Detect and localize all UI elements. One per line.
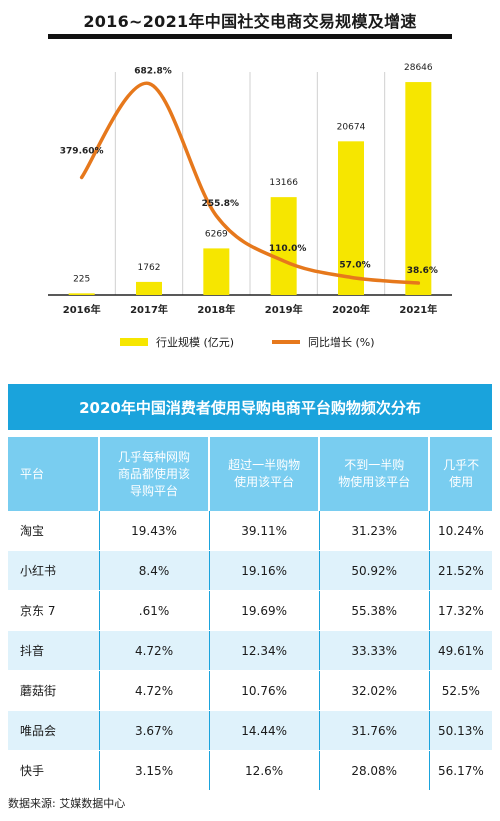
column-header: 平台 xyxy=(8,437,100,511)
table-body: 淘宝 19.43% 39.11% 31.23% 10.24% 小红书 8.4% 19.16% 5… xyxy=(8,511,492,791)
x-tick-label: 2017年 xyxy=(130,303,168,316)
platform-cell: 京东 7 xyxy=(8,590,100,631)
line-data-label: 379.60% xyxy=(60,146,104,156)
bar-data-label: 20674 xyxy=(337,122,366,132)
percent-cell: 10.76% xyxy=(209,670,320,711)
title-divider xyxy=(48,34,452,39)
platform-cell: 唯品会 xyxy=(8,710,100,751)
bar-data-label: 225 xyxy=(73,274,90,284)
percent-cell: 8.4% xyxy=(99,550,210,591)
percent-cell: 49.61% xyxy=(429,630,492,671)
bar xyxy=(270,197,297,295)
table-row: 淘宝 19.43% 39.11% 31.23% 10.24% xyxy=(8,511,492,551)
x-tick-label: 2016年 xyxy=(63,303,101,316)
column-header: 几乎不 使用 xyxy=(429,437,492,511)
percent-cell: 19.69% xyxy=(209,590,320,631)
legend-item-growth: 同比增长 (%) xyxy=(272,334,375,350)
table-row: 抖音 4.72% 12.34% 33.33% 49.61% xyxy=(8,630,492,671)
bar-data-label: 1762 xyxy=(138,263,161,273)
x-tick-label: 2020年 xyxy=(332,303,370,316)
percent-cell: 14.44% xyxy=(209,710,320,751)
bar xyxy=(68,293,95,295)
table-header-row: 平台 几乎每种网购 商品都使用该 导购平台 超过一半购物 使用该平台 不到一半购 物使… xyxy=(8,437,492,511)
platform-cell: 小红书 xyxy=(8,550,100,591)
percent-cell: 4.72% xyxy=(99,630,210,671)
bar-data-label: 6269 xyxy=(205,229,228,239)
column-header: 超过一半购物 使用该平台 xyxy=(209,437,321,511)
bar xyxy=(405,82,432,295)
percent-cell: 50.13% xyxy=(429,710,492,751)
legend-swatch-bar xyxy=(120,338,148,346)
frequency-table: 平台 几乎每种网购 商品都使用该 导购平台 超过一半购物 使用该平台 不到一半购 物使… xyxy=(8,437,492,791)
percent-cell: 50.92% xyxy=(319,550,430,591)
percent-cell: 19.43% xyxy=(99,511,210,551)
bar xyxy=(136,281,162,295)
legend-label-scale: 行业规模 (亿元) xyxy=(156,336,235,349)
percent-cell: 3.67% xyxy=(99,710,210,751)
data-source: 数据来源: 艾媒数据中心 xyxy=(8,797,126,810)
chart-legend: 行业规模 (亿元) 同比增长 (%) xyxy=(0,334,500,352)
table-title: 2020年中国消费者使用导购电商平台购物频次分布 xyxy=(8,384,492,430)
percent-cell: 32.02% xyxy=(319,670,430,711)
table-row: 唯品会 3.67% 14.44% 31.76% 50.13% xyxy=(8,710,492,751)
bar-data-label: 13166 xyxy=(269,178,298,188)
percent-cell: 12.34% xyxy=(209,630,320,671)
legend-item-scale: 行业规模 (亿元) xyxy=(120,334,234,350)
line-data-label: 255.8% xyxy=(202,199,240,209)
bar xyxy=(203,248,230,295)
table-row: 京东 7.61% 19.69% 55.38% 17.32% xyxy=(8,590,492,631)
legend-swatch-line xyxy=(272,340,300,344)
platform-cell: 淘宝 xyxy=(8,511,100,551)
percent-cell: .61% xyxy=(99,590,210,631)
line-data-label: 38.6% xyxy=(407,266,438,276)
percent-cell: 33.33% xyxy=(319,630,430,671)
percent-cell: 4.72% xyxy=(99,670,210,711)
platform-cell: 快手 xyxy=(8,750,100,791)
chart-title: 2016~2021年中国社交电商交易规模及增速 xyxy=(83,12,417,31)
x-tick-label: 2018年 xyxy=(197,303,235,316)
percent-cell: 3.15% xyxy=(99,750,210,791)
line-data-label: 110.0% xyxy=(269,244,307,254)
table-row: 蘑菇街 4.72% 10.76% 32.02% 52.5% xyxy=(8,670,492,711)
bar xyxy=(338,141,364,295)
percent-cell: 52.5% xyxy=(429,670,492,711)
percent-cell: 28.08% xyxy=(319,750,430,791)
table-row: 快手 3.15% 12.6% 28.08% 56.17% xyxy=(8,750,492,791)
platform-cell: 蘑菇街 xyxy=(8,670,100,711)
platform-cell: 抖音 xyxy=(8,630,100,671)
percent-cell: 56.17% xyxy=(429,750,492,791)
legend-label-growth: 同比增长 (%) xyxy=(308,336,375,349)
x-tick-label: 2019年 xyxy=(265,303,303,316)
bar-data-label: 28646 xyxy=(404,63,433,73)
line-data-label: 57.0% xyxy=(339,260,370,270)
percent-cell: 55.38% xyxy=(319,590,430,631)
column-header: 几乎每种网购 商品都使用该 导购平台 xyxy=(99,437,211,511)
x-tick-label: 2021年 xyxy=(399,303,437,316)
percent-cell: 12.6% xyxy=(209,750,320,791)
percent-cell: 39.11% xyxy=(209,511,320,551)
percent-cell: 31.76% xyxy=(319,710,430,751)
column-header: 不到一半购 物使用该平台 xyxy=(319,437,431,511)
percent-cell: 17.32% xyxy=(429,590,492,631)
percent-cell: 19.16% xyxy=(209,550,320,591)
table-row: 小红书 8.4% 19.16% 50.92% 21.52% xyxy=(8,550,492,591)
bar-line-chart: 225 2016年 1762 2017年 6269 2018年 13166 2019年 2067… xyxy=(48,63,452,316)
line-data-label: 682.8% xyxy=(134,67,172,77)
percent-cell: 31.23% xyxy=(319,511,430,551)
percent-cell: 21.52% xyxy=(429,550,492,591)
percent-cell: 10.24% xyxy=(429,511,492,551)
